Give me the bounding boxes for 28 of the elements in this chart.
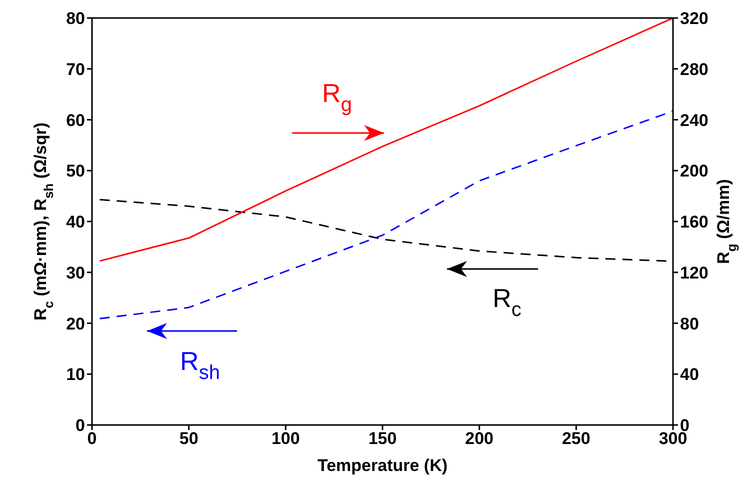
y-tick-label: 60 xyxy=(66,110,85,130)
y-tick-label: 80 xyxy=(66,9,85,28)
annotation: R$_{c}$ xyxy=(492,282,522,322)
y2-tick-label: 280 xyxy=(680,60,708,79)
x-tick-label: 0 xyxy=(87,429,97,448)
y-tick-label: 40 xyxy=(66,212,85,232)
annotation: R$_{sh}$ xyxy=(180,346,220,384)
y2-tick-label: 80 xyxy=(680,314,699,334)
x-tick-label: 250 xyxy=(562,429,590,448)
y-tick-label: 30 xyxy=(66,263,85,282)
y2-tick-label: 240 xyxy=(680,110,708,130)
y-tick-label: 10 xyxy=(66,365,85,384)
line-series xyxy=(98,18,673,262)
x-tick-label: 50 xyxy=(179,429,198,448)
y2-tick-label: 120 xyxy=(680,263,708,282)
x-axis-title: Temperature (K) xyxy=(317,456,448,475)
y2-tick-label: 320 xyxy=(680,9,708,28)
annotation: R$_{g}$ xyxy=(322,78,352,116)
y-tick-label: 20 xyxy=(66,314,85,334)
y2-tick-label: 40 xyxy=(680,365,699,384)
y-tick-label: 50 xyxy=(66,162,85,181)
y2-tick-label: 160 xyxy=(680,212,708,232)
x-tick-label: 100 xyxy=(271,429,300,448)
y2-tick-label: 200 xyxy=(680,162,708,181)
y-tick-label: 0 xyxy=(76,416,85,436)
x-tick-label: 150 xyxy=(368,429,397,448)
x-tick-label: 200 xyxy=(465,429,494,448)
y-tick-label: 70 xyxy=(66,60,85,79)
